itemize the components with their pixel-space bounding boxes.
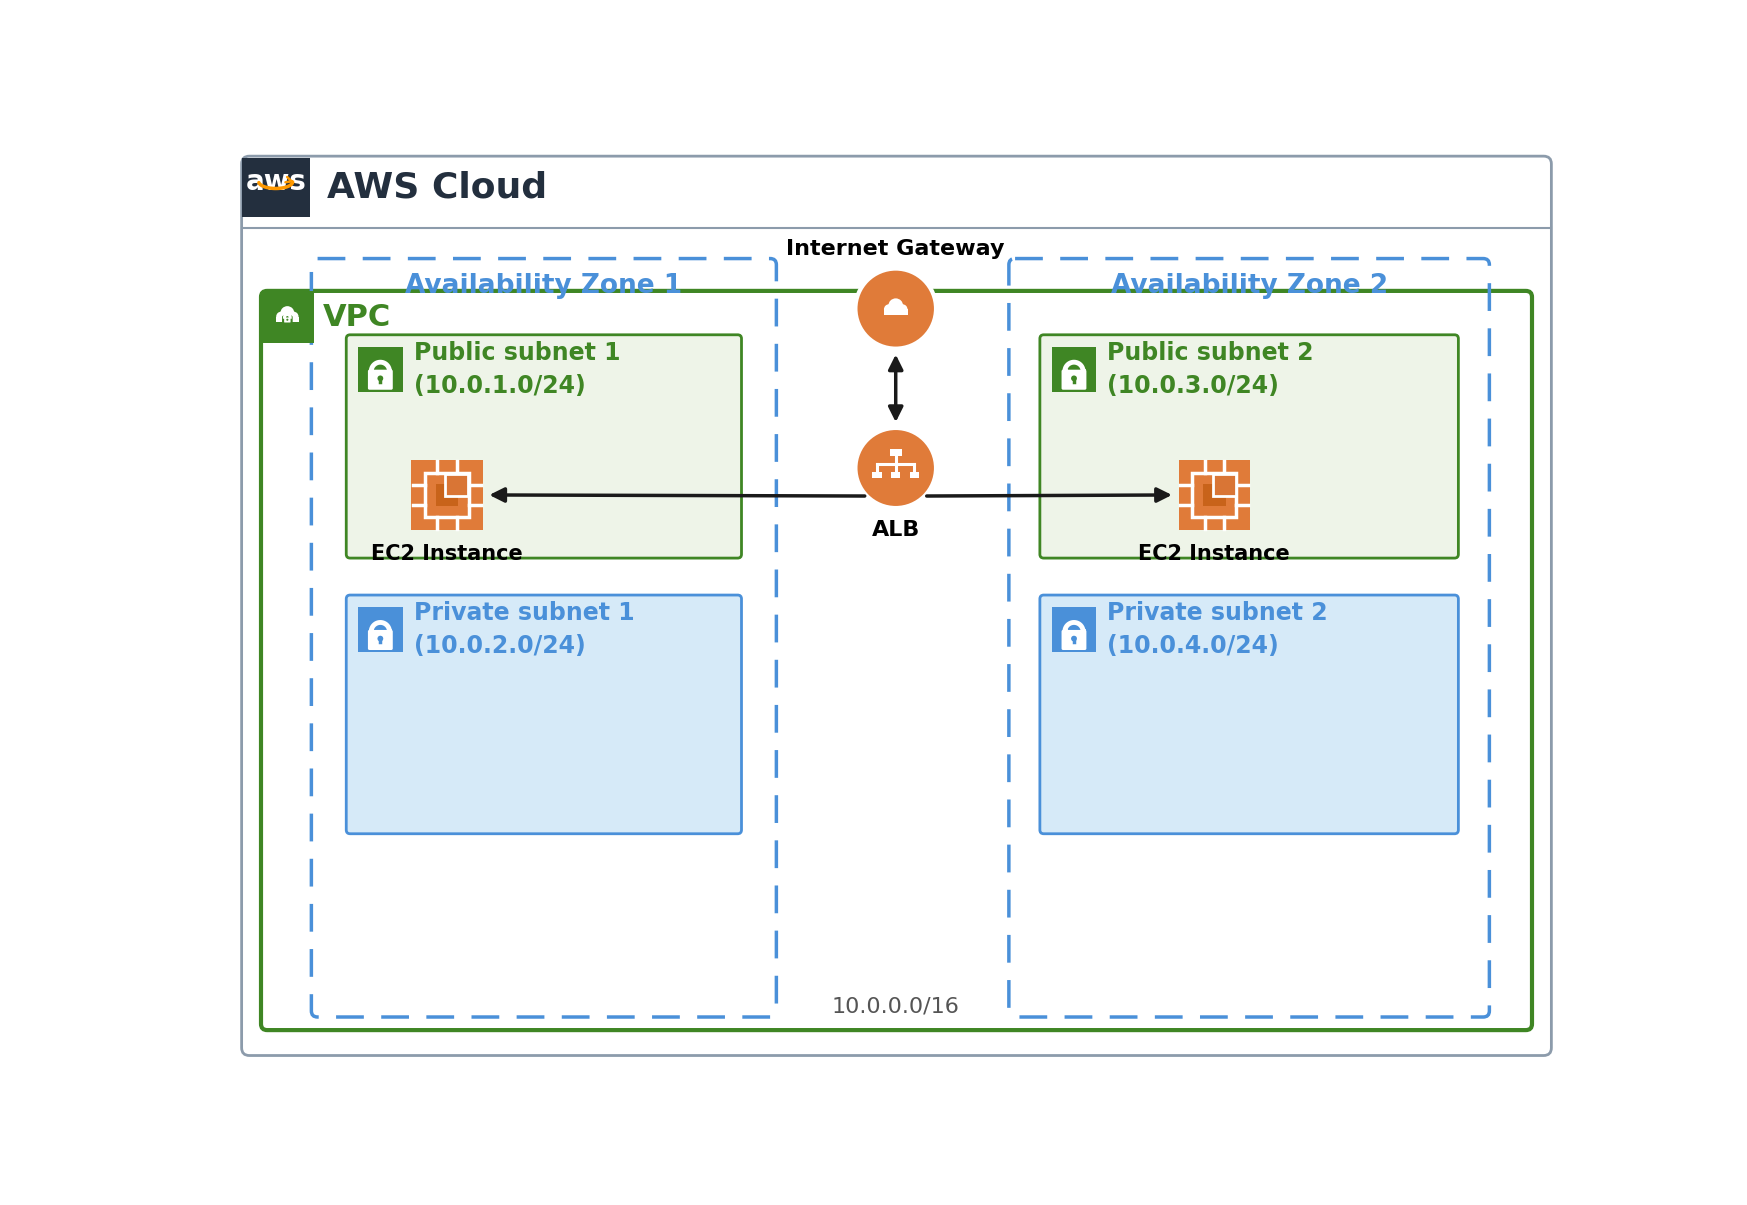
Text: 10.0.0.0/16: 10.0.0.0/16 (832, 997, 959, 1017)
Circle shape (1071, 636, 1076, 641)
Circle shape (856, 428, 936, 509)
Circle shape (276, 312, 287, 322)
FancyBboxPatch shape (1062, 630, 1087, 649)
Text: EC2 Instance: EC2 Instance (1139, 545, 1289, 564)
Text: aws: aws (245, 167, 306, 195)
Circle shape (1071, 376, 1076, 381)
Circle shape (288, 312, 299, 322)
Bar (910, 471, 919, 478)
Bar (260, 290, 314, 343)
Text: Availability Zone 2: Availability Zone 2 (1111, 274, 1387, 299)
FancyBboxPatch shape (346, 595, 741, 834)
Bar (411, 459, 482, 530)
Text: Availability Zone 1: Availability Zone 1 (405, 274, 683, 299)
Bar (1191, 474, 1237, 517)
Bar (1052, 347, 1097, 392)
Text: AWS Cloud: AWS Cloud (327, 171, 547, 205)
FancyBboxPatch shape (241, 157, 1551, 1056)
Bar (425, 474, 470, 517)
Bar (358, 347, 404, 392)
Text: Public subnet 2
(10.0.3.0/24): Public subnet 2 (10.0.3.0/24) (1108, 341, 1314, 398)
Circle shape (889, 299, 903, 313)
Bar (445, 474, 468, 496)
Bar (1202, 483, 1226, 506)
Text: Internet Gateway: Internet Gateway (786, 240, 1005, 259)
Bar (241, 159, 309, 217)
Text: Public subnet 1
(10.0.1.0/24): Public subnet 1 (10.0.1.0/24) (414, 341, 620, 398)
Bar (276, 317, 299, 322)
Bar (891, 471, 900, 478)
Circle shape (884, 304, 894, 315)
Circle shape (280, 306, 293, 321)
Bar (1212, 474, 1235, 496)
FancyBboxPatch shape (1039, 335, 1459, 558)
Circle shape (898, 304, 907, 315)
FancyBboxPatch shape (1062, 370, 1087, 389)
FancyBboxPatch shape (369, 370, 393, 389)
Bar (1052, 607, 1097, 652)
Circle shape (377, 376, 383, 381)
Bar (435, 483, 458, 506)
Bar (872, 471, 882, 478)
Text: ALB: ALB (872, 521, 921, 540)
FancyBboxPatch shape (346, 335, 741, 558)
FancyBboxPatch shape (1039, 595, 1459, 834)
Text: Private subnet 2
(10.0.4.0/24): Private subnet 2 (10.0.4.0/24) (1108, 601, 1328, 658)
Bar (889, 448, 901, 457)
Circle shape (287, 318, 288, 321)
Text: Private subnet 1
(10.0.2.0/24): Private subnet 1 (10.0.2.0/24) (414, 601, 634, 658)
Bar (884, 310, 907, 316)
Bar (358, 607, 404, 652)
FancyBboxPatch shape (369, 630, 393, 649)
Text: VPC: VPC (323, 302, 391, 331)
Bar (1179, 459, 1249, 530)
Text: EC2 Instance: EC2 Instance (370, 545, 522, 564)
Circle shape (856, 269, 936, 348)
FancyBboxPatch shape (260, 290, 1532, 1030)
FancyBboxPatch shape (283, 317, 292, 324)
Circle shape (377, 636, 383, 641)
